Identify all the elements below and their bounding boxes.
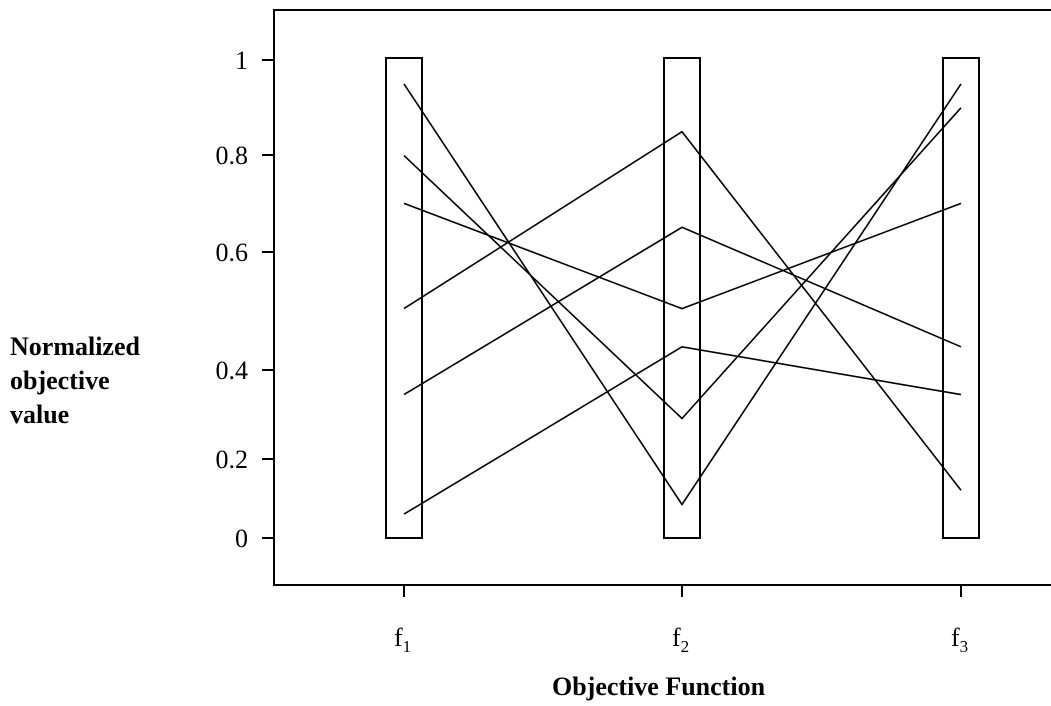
y-axis-label: Normalized objective value bbox=[10, 330, 140, 432]
axis-box bbox=[942, 57, 980, 539]
y-tick-label: 0.6 bbox=[216, 238, 249, 267]
y-tick-label: 0.2 bbox=[216, 445, 249, 474]
plot-frame bbox=[273, 9, 1051, 586]
axis-box bbox=[663, 57, 701, 539]
y-axis-label-line: Normalized bbox=[10, 332, 140, 361]
axis-box bbox=[385, 57, 423, 539]
x-tick-label: f1 bbox=[394, 623, 411, 656]
y-axis-label-line: objective bbox=[10, 366, 110, 395]
y-tick-label: 0.4 bbox=[216, 356, 249, 385]
y-tick-label: 0.8 bbox=[216, 141, 249, 170]
series-line bbox=[403, 130, 962, 491]
y-tick-label: 0 bbox=[235, 524, 248, 553]
x-tick-label: f2 bbox=[672, 623, 689, 656]
x-axis-label: Objective Function bbox=[552, 672, 766, 701]
x-tick-label: f3 bbox=[951, 623, 968, 656]
series-line bbox=[403, 107, 962, 420]
series-line bbox=[403, 226, 962, 396]
series-line bbox=[403, 345, 962, 515]
series-line bbox=[403, 202, 962, 310]
y-axis-label-line: value bbox=[10, 400, 70, 429]
y-tick-label: 1 bbox=[235, 46, 248, 75]
series-line bbox=[403, 83, 962, 506]
